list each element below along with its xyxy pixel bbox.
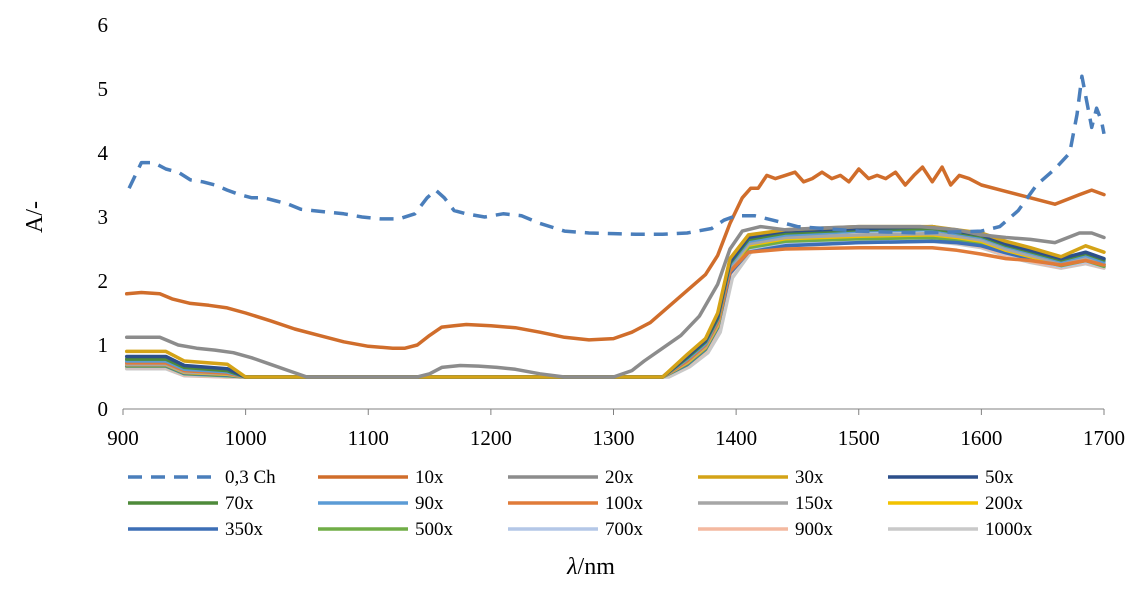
legend-item: 30x bbox=[698, 467, 824, 488]
legend-item: 700x bbox=[508, 519, 644, 540]
legend-label: 150x bbox=[795, 493, 834, 514]
legend-label: 900x bbox=[795, 519, 834, 540]
series-line-900x bbox=[124, 238, 1106, 379]
legend-label: 500x bbox=[415, 519, 454, 540]
y-tick-label: 5 bbox=[98, 77, 109, 101]
series-line-500x bbox=[124, 235, 1106, 379]
series-line-1000x bbox=[124, 239, 1106, 379]
series-line-30x bbox=[124, 224, 1106, 379]
axes: 0 1 2 3 4 5 6 900 1000 1100 1200 1300 1400 1500 1600 17… bbox=[98, 13, 1126, 450]
legend-item: 100x bbox=[508, 493, 644, 514]
legend-label: 70x bbox=[225, 493, 254, 514]
legend-item: 70x bbox=[128, 493, 254, 514]
legend-item: 500x bbox=[318, 519, 454, 540]
x-tick-label: 1700 bbox=[1083, 426, 1125, 450]
legend-item: 1000x bbox=[888, 519, 1033, 540]
x-tick-label: 1300 bbox=[593, 426, 635, 450]
legend-item: 90x bbox=[318, 493, 444, 514]
series-line-350x bbox=[124, 239, 1106, 379]
legend-label: 10x bbox=[415, 467, 444, 488]
x-tick-label: 1600 bbox=[960, 426, 1002, 450]
legend-item: 200x bbox=[888, 493, 1024, 514]
legend-item: 350x bbox=[128, 519, 264, 540]
legend-label: 30x bbox=[795, 467, 824, 488]
legend-item: 10x bbox=[318, 467, 444, 488]
y-axis-title: A/- bbox=[22, 201, 48, 233]
series-line-200x bbox=[124, 233, 1106, 379]
legend-item: 20x bbox=[508, 467, 634, 488]
x-axis-title: λ/nm bbox=[566, 554, 615, 580]
legend-item: 0,3 Ch bbox=[128, 467, 276, 488]
y-tick-label: 3 bbox=[98, 205, 109, 229]
legend-item: 150x bbox=[698, 493, 834, 514]
legend-label: 90x bbox=[415, 493, 444, 514]
x-axis-title-unit: /nm bbox=[578, 554, 616, 580]
x-tick-label: 1400 bbox=[715, 426, 757, 450]
legend-label: 0,3 Ch bbox=[225, 467, 276, 488]
series-line-700x bbox=[124, 237, 1106, 379]
legend: 0,3 Ch 10x 20x 30x 50x 70x 90x 100x 150x 200x 350x… bbox=[128, 467, 1033, 540]
legend-label: 200x bbox=[985, 493, 1024, 514]
series-line-10x bbox=[124, 165, 1106, 350]
y-tick-label: 2 bbox=[98, 269, 109, 293]
series-line-0-3-ch bbox=[127, 74, 1106, 237]
x-axis-title-variable: λ bbox=[566, 554, 577, 580]
y-tick-label: 6 bbox=[98, 13, 109, 37]
legend-label: 350x bbox=[225, 519, 264, 540]
legend-item: 50x bbox=[888, 467, 1014, 488]
x-tick-label: 1200 bbox=[470, 426, 512, 450]
y-tick-label: 4 bbox=[98, 141, 109, 165]
x-tick-label: 1500 bbox=[838, 426, 880, 450]
series-line-100x bbox=[124, 245, 1106, 379]
legend-label: 50x bbox=[985, 467, 1014, 488]
legend-label: 1000x bbox=[985, 519, 1033, 540]
legend-item: 900x bbox=[698, 519, 834, 540]
legend-label: 700x bbox=[605, 519, 644, 540]
plot-lines bbox=[124, 74, 1106, 379]
legend-label: 100x bbox=[605, 493, 644, 514]
legend-label: 20x bbox=[605, 467, 634, 488]
y-tick-label: 1 bbox=[98, 333, 109, 357]
x-tick-label: 1000 bbox=[225, 426, 267, 450]
y-tick-label: 0 bbox=[98, 397, 109, 421]
x-tick-label: 900 bbox=[107, 426, 139, 450]
series-line-150x bbox=[124, 231, 1106, 379]
x-tick-label: 1100 bbox=[348, 426, 389, 450]
